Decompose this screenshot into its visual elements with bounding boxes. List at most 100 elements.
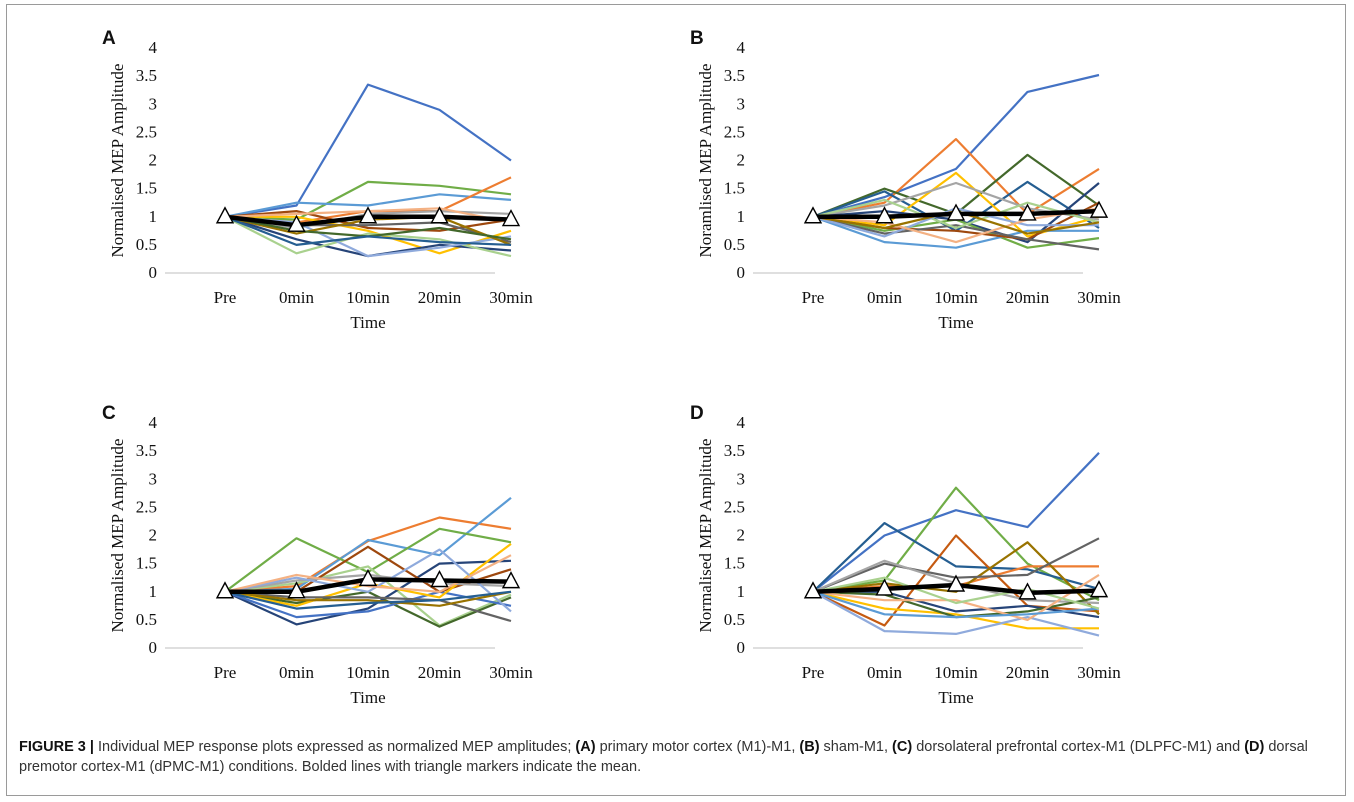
x-tick-label: Pre (214, 288, 237, 307)
x-tick-label: 30min (489, 663, 533, 682)
x-tick-label: 10min (934, 288, 978, 307)
y-tick-label: 0.5 (724, 610, 745, 629)
series-line (224, 565, 512, 627)
y-tick-label: 0 (149, 638, 158, 657)
series-line (224, 193, 512, 218)
y-tick-label: 2.5 (136, 122, 157, 141)
series-line (812, 138, 1100, 218)
y-tick-label: 0.5 (136, 235, 157, 254)
y-tick-label: 0.5 (724, 235, 745, 254)
y-tick-label: 0 (149, 263, 158, 282)
chart-panel-c: C Normalised MEP Amplitude 0 0.5 1 1.5 2 2.5 3 3.… (102, 403, 533, 707)
mean-marker (875, 206, 894, 224)
series-line (812, 590, 1099, 630)
caption-segment: (C) (892, 739, 913, 755)
x-tick-label: 10min (346, 288, 390, 307)
x-tick-label: 20min (1006, 663, 1050, 682)
x-tick-label: 0min (279, 663, 314, 682)
y-tick-label: 3.5 (724, 441, 745, 460)
y-tick-label: 1 (737, 582, 746, 601)
y-tick-label: 2 (737, 526, 746, 545)
series-line (812, 452, 1100, 593)
y-tick-label: 0 (737, 638, 746, 657)
series-line (224, 180, 512, 221)
chart-panel-b: B Noramlised MEP Amplitude 0 0.5 1 1.5 2 2.5 3 3.… (690, 28, 1121, 332)
series-line (224, 548, 512, 613)
y-tick-label: 0.5 (136, 610, 157, 629)
y-tick-label: 4 (149, 38, 158, 57)
mean-marker (1018, 582, 1037, 600)
x-tick-label: 20min (418, 288, 462, 307)
x-tick-label: 10min (346, 663, 390, 682)
y-tick-label: 4 (737, 38, 746, 57)
series-line (812, 573, 1100, 622)
figure-frame (6, 4, 1346, 796)
y-tick-label: 1 (149, 207, 158, 226)
x-axis-title: Time (938, 688, 973, 707)
y-tick-label: 3 (737, 469, 746, 488)
caption-segment: (D) (1244, 739, 1265, 755)
mean-marker (501, 209, 521, 227)
y-tick-label: 1.5 (724, 554, 745, 573)
y-tick-label: 2.5 (724, 122, 745, 141)
caption-segment: (B) (799, 739, 820, 755)
mean-marker (803, 581, 823, 599)
chart-panel-a: A Normalised MEP Amplitude 0 0.5 1 1.5 2 2.5 3 3.… (102, 28, 533, 332)
y-axis-title: Noramlised MEP Amplitude (696, 64, 715, 258)
caption-body: Individual MEP response plots expressed … (19, 739, 1308, 775)
y-axis-title: Normalised MEP Amplitude (696, 439, 715, 633)
x-tick-label: Pre (802, 663, 825, 682)
series-line (812, 521, 1100, 593)
series-line (224, 590, 512, 623)
panel-letter: C (102, 403, 116, 424)
series-line (812, 590, 1100, 619)
series-line (812, 73, 1100, 218)
x-tick-label: 30min (489, 288, 533, 307)
y-axis-title: Normalised MEP Amplitude (108, 64, 127, 258)
y-tick-label: 3 (149, 469, 158, 488)
y-tick-label: 3.5 (724, 66, 745, 85)
panel-letter: A (102, 28, 116, 49)
x-axis-title: Time (350, 313, 385, 332)
mean-marker (287, 581, 306, 599)
panel-letter: D (690, 403, 704, 424)
panel-letter: B (690, 28, 704, 49)
x-tick-label: 0min (279, 288, 314, 307)
caption-segment: Individual MEP response plots expressed … (98, 739, 576, 755)
series-line (224, 559, 512, 626)
y-tick-label: 3.5 (136, 441, 157, 460)
y-tick-label: 1.5 (136, 554, 157, 573)
caption-segment: (A) (575, 739, 596, 755)
series-line (224, 590, 512, 607)
series-line (812, 198, 1100, 230)
x-tick-label: 30min (1077, 288, 1121, 307)
x-tick-label: 0min (867, 288, 902, 307)
mean-marker (803, 206, 823, 224)
figure-charts: A Normalised MEP Amplitude 0 0.5 1 1.5 2 2.5 3 3.… (102, 28, 1121, 707)
chart-panel-d: D Normalised MEP Amplitude 0 0.5 1 1.5 2 2.5 3 3.… (690, 403, 1121, 707)
y-tick-label: 2.5 (724, 497, 745, 516)
mean-marker (358, 568, 378, 587)
series-line (224, 590, 512, 610)
mean-marker (1089, 580, 1109, 598)
y-tick-label: 2 (737, 151, 746, 170)
caption-segment: sham-M1, (819, 739, 893, 755)
mean-marker (430, 206, 449, 224)
y-tick-label: 1.5 (724, 179, 745, 198)
x-tick-label: 20min (418, 663, 462, 682)
series-line (812, 215, 1100, 251)
mean-marker (1089, 200, 1109, 218)
caption-segment: dorsolateral prefrontal cortex-M1 (DLPFC… (912, 739, 1245, 755)
y-tick-label: 2.5 (136, 497, 157, 516)
mean-marker (1018, 203, 1037, 221)
y-tick-label: 3 (737, 94, 746, 113)
mean-marker (430, 570, 449, 588)
mean-marker (287, 214, 306, 232)
y-tick-label: 2 (149, 151, 158, 170)
caption-segment: primary motor cortex (M1)-M1, (595, 739, 800, 755)
y-tick-label: 3 (149, 94, 158, 113)
y-tick-label: 3.5 (136, 66, 157, 85)
mean-marker (946, 203, 966, 221)
x-tick-label: 20min (1006, 288, 1050, 307)
series-line (812, 207, 1100, 244)
